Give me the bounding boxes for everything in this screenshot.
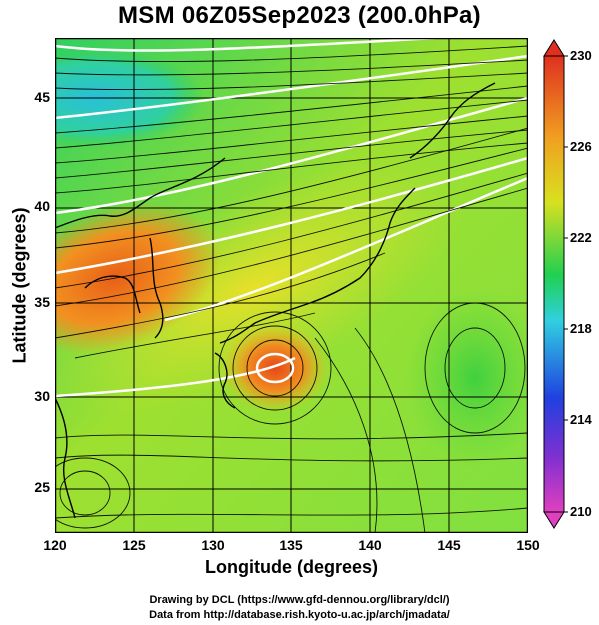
map-title: MSM 06Z05Sep2023 (200.0hPa)	[118, 2, 481, 29]
map-plot-area	[55, 38, 528, 533]
y-tick-label: 25	[34, 479, 50, 495]
y-tick-label: 35	[34, 294, 50, 310]
cool-region-east	[405, 288, 528, 468]
colorbar-scale	[543, 55, 565, 513]
x-tick-label: 135	[279, 537, 303, 553]
credit-drawing: Drawing by DCL (https://www.gfd-dennou.o…	[149, 594, 450, 606]
colorbar-tick-label: 222	[570, 230, 592, 245]
plot-frame	[55, 38, 528, 533]
x-axis-label: Longitude (degrees)	[204, 557, 378, 577]
warm-core-typhoon	[220, 323, 330, 413]
y-axis-label: Latitude (degrees)	[9, 207, 30, 364]
colorbar-tick-label: 214	[570, 412, 592, 427]
colorbar-tick-label: 226	[570, 139, 592, 154]
y-tick-label: 45	[34, 89, 50, 105]
x-tick-label: 150	[516, 537, 540, 553]
x-tick-label: 125	[122, 537, 146, 553]
contour-lines	[55, 38, 528, 398]
streamlines	[55, 45, 528, 533]
x-tick-label: 145	[437, 537, 461, 553]
x-tick-label: 140	[358, 537, 382, 553]
colorbar-top-arrow	[543, 39, 565, 57]
colorbar-tick-label: 230	[570, 48, 592, 63]
map-svg	[55, 38, 528, 533]
warm-band	[55, 161, 467, 415]
colorbar-bottom-arrow	[543, 511, 565, 529]
credit-data-source: Data from http://database.rish.kyoto-u.a…	[149, 609, 450, 621]
x-tick-label: 130	[201, 537, 225, 553]
colorbar	[543, 39, 568, 529]
y-tick-label: 40	[34, 198, 50, 214]
colorbar-tick-label: 210	[570, 504, 592, 519]
coastlines	[55, 82, 496, 519]
x-tick-label: 120	[43, 537, 67, 553]
y-tick-label: 30	[34, 388, 50, 404]
grid-lines	[55, 38, 528, 533]
colorbar-tick-label: 218	[570, 321, 592, 336]
